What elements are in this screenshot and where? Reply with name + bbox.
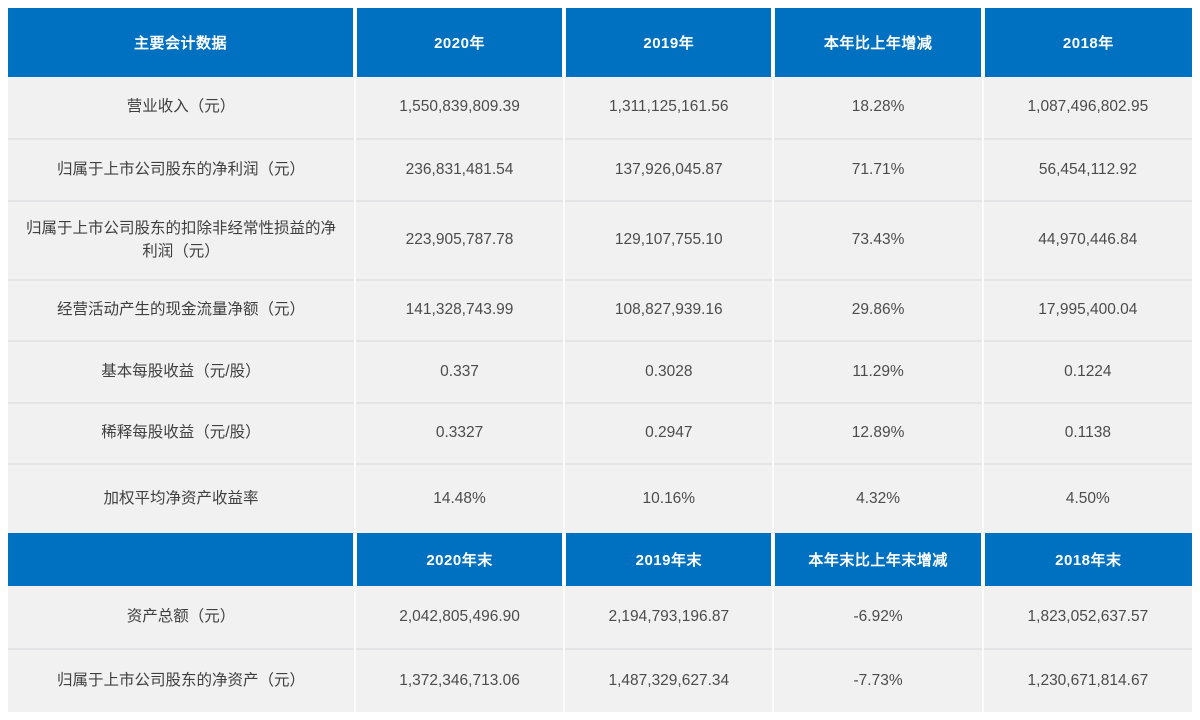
header-cell-2020: 2020年 [352, 8, 565, 77]
cell-2020: 0.337 [353, 340, 565, 403]
cell-2018: 0.1138 [981, 402, 1192, 464]
cell-2020: 236,831,481.54 [353, 138, 565, 201]
cell-2019: 10.16% [563, 463, 774, 533]
cell-2018: 4.50% [981, 463, 1192, 533]
cell-year-end-change: -6.92% [772, 586, 983, 649]
header-cell-2019-end: 2019年末 [562, 533, 774, 586]
header-cell-2018-end: 2018年末 [980, 533, 1192, 586]
cell-2019: 0.2947 [563, 402, 774, 464]
table-row-total-assets: 资产总额（元） 2,042,805,496.90 2,194,793,196.8… [8, 586, 1192, 649]
header-cell-2018: 2018年 [980, 8, 1192, 77]
row-label: 归属于上市公司股东的净利润（元） [8, 138, 355, 201]
cell-2018: 17,995,400.04 [981, 279, 1192, 341]
cell-2018: 1,087,496,802.95 [981, 77, 1192, 139]
table-row-net-assets: 归属于上市公司股东的净资产（元） 1,372,346,713.06 1,487,… [8, 648, 1192, 712]
cell-2018: 0.1224 [981, 340, 1192, 403]
cell-2020: 14.48% [353, 463, 565, 533]
table-row-basic-eps: 基本每股收益（元/股） 0.337 0.3028 11.29% 0.1224 [8, 340, 1192, 403]
cell-yoy-change: 18.28% [772, 77, 983, 139]
cell-year-end-change: -7.73% [772, 648, 983, 712]
table-row-net-profit-excl-nonrecurring: 归属于上市公司股东的扣除非经常性损益的净利润（元） 223,905,787.78… [8, 200, 1192, 280]
row-label: 基本每股收益（元/股） [8, 340, 355, 403]
row-label: 资产总额（元） [8, 586, 355, 649]
cell-2020-end: 2,042,805,496.90 [353, 586, 565, 649]
cell-2018: 44,970,446.84 [981, 200, 1192, 280]
row-label: 稀释每股收益（元/股） [8, 402, 355, 464]
header-cell-2020-end: 2020年末 [352, 533, 565, 586]
cell-2020: 1,550,839,809.39 [353, 77, 565, 139]
cell-yoy-change: 71.71% [772, 138, 983, 201]
cell-yoy-change: 73.43% [772, 200, 983, 280]
cell-2019: 108,827,939.16 [563, 279, 774, 341]
cell-2018: 56,454,112.92 [981, 138, 1192, 201]
cell-2019: 1,311,125,161.56 [563, 77, 774, 139]
table-row-operating-cash-flow: 经营活动产生的现金流量净额（元） 141,328,743.99 108,827,… [8, 279, 1192, 341]
cell-2019: 129,107,755.10 [563, 200, 774, 280]
cell-2019: 137,926,045.87 [563, 138, 774, 201]
cell-2020: 141,328,743.99 [353, 279, 565, 341]
row-label: 加权平均净资产收益率 [8, 463, 355, 533]
cell-yoy-change: 12.89% [772, 402, 983, 464]
header-cell-2019: 2019年 [562, 8, 774, 77]
cell-yoy-change: 29.86% [772, 279, 983, 341]
header-cell-metric: 主要会计数据 [8, 8, 355, 77]
table-row-operating-revenue: 营业收入（元） 1,550,839,809.39 1,311,125,161.5… [8, 77, 1192, 139]
cell-2020: 223,905,787.78 [353, 200, 565, 280]
cell-2020-end: 1,372,346,713.06 [353, 648, 565, 712]
row-label: 经营活动产生的现金流量净额（元） [8, 279, 355, 341]
cell-2019-end: 2,194,793,196.87 [563, 586, 774, 649]
cell-2020: 0.3327 [353, 402, 565, 464]
table-row-diluted-eps: 稀释每股收益（元/股） 0.3327 0.2947 12.89% 0.1138 [8, 402, 1192, 464]
table-row-net-profit: 归属于上市公司股东的净利润（元） 236,831,481.54 137,926,… [8, 138, 1192, 201]
row-label: 归属于上市公司股东的扣除非经常性损益的净利润（元） [8, 200, 355, 280]
cell-yoy-change: 4.32% [772, 463, 983, 533]
financial-summary-table: 主要会计数据 2020年 2019年 本年比上年增减 2018年 营业收入（元）… [8, 8, 1192, 712]
cell-2018-end: 1,823,052,637.57 [981, 586, 1192, 649]
header-cell-yoy-change: 本年比上年增减 [771, 8, 983, 77]
row-label: 营业收入（元） [8, 77, 355, 139]
table-header-annual: 主要会计数据 2020年 2019年 本年比上年增减 2018年 [8, 8, 1192, 77]
header-cell-year-end-change: 本年末比上年末增减 [771, 533, 983, 586]
cell-yoy-change: 11.29% [772, 340, 983, 403]
cell-2019-end: 1,487,329,627.34 [563, 648, 774, 712]
table-header-year-end: 2020年末 2019年末 本年末比上年末增减 2018年末 [8, 533, 1192, 586]
table-row-weighted-avg-roe: 加权平均净资产收益率 14.48% 10.16% 4.32% 4.50% [8, 463, 1192, 533]
cell-2018-end: 1,230,671,814.67 [981, 648, 1192, 712]
row-label: 归属于上市公司股东的净资产（元） [8, 648, 355, 712]
cell-2019: 0.3028 [563, 340, 774, 403]
header-cell-blank [8, 533, 355, 586]
